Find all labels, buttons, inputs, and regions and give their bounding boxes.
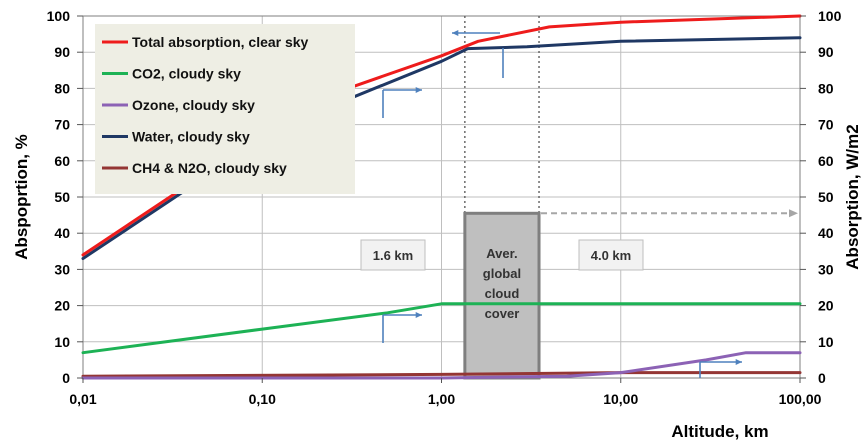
- y2-tick-label: 40: [818, 225, 834, 241]
- guide-arrow-head: [415, 311, 422, 319]
- y2-tick-label: 20: [818, 298, 834, 314]
- x-axis-label: Altitude, km: [671, 422, 768, 441]
- y-tick-label: 70: [54, 117, 70, 133]
- altitude-label-box: [360, 239, 426, 271]
- x-tick-label: 10,00: [603, 391, 638, 407]
- altitude-label-right: 4.0 km: [591, 248, 631, 263]
- cloud-cover-box: [463, 211, 541, 380]
- y2-tick-label: 80: [818, 80, 834, 96]
- y-axis-label: Abspoprtion, %: [12, 134, 31, 260]
- legend-entry: Ozone, cloudy sky: [132, 97, 255, 113]
- x-tick-label: 1,00: [428, 391, 455, 407]
- y2-tick-label: 100: [818, 8, 842, 24]
- altitude-label-left: 1.6 km: [373, 248, 413, 263]
- y2-tick-label: 10: [818, 334, 834, 350]
- cloud-cover-band: 1.6 km 4.0 km Aver. global cloud cover: [360, 16, 798, 380]
- guide-arrow-head: [415, 86, 422, 94]
- y2-tick-label: 70: [818, 117, 834, 133]
- x-tick-label: 100,00: [779, 391, 822, 407]
- series-line: [81, 302, 802, 355]
- y-tick-label: 80: [54, 80, 70, 96]
- chart-legend: Total absorption, clear sky CO2, cloudy s…: [95, 24, 355, 194]
- chart-ticks: 0 0 10 10 20 20 30 30 40 40 50 50 60 60 70 70 80 80 90 90 10…: [47, 8, 842, 407]
- y-tick-label: 0: [62, 370, 70, 386]
- legend-entry: Water, cloudy sky: [132, 129, 250, 145]
- y2-tick-label: 30: [818, 261, 834, 277]
- series-line: [81, 371, 802, 378]
- y-tick-label: 40: [54, 225, 70, 241]
- dashed-arrow-head: [789, 209, 798, 218]
- cloud-box-text: global: [483, 266, 521, 281]
- altitude-label-box: [578, 239, 644, 271]
- chart-arrows: [382, 29, 742, 378]
- y-tick-label: 50: [54, 189, 70, 205]
- y2-axis-label: Absorption, W/m2: [843, 124, 862, 269]
- guide-arrow-head: [452, 29, 459, 37]
- chart-axis-labels: Abspoprtion, % Absorption, W/m2 Altitude…: [12, 124, 862, 441]
- cloud-box-text: cover: [485, 306, 520, 321]
- cloud-box-text: cloud: [485, 286, 520, 301]
- y2-tick-label: 60: [818, 153, 834, 169]
- guide-arrow-head: [735, 358, 742, 366]
- y-tick-label: 60: [54, 153, 70, 169]
- y-tick-label: 90: [54, 44, 70, 60]
- y-tick-label: 30: [54, 261, 70, 277]
- legend-entry: Total absorption, clear sky: [132, 34, 309, 50]
- legend-box: [95, 24, 355, 194]
- legend-entry: CH4 & N2O, cloudy sky: [132, 160, 287, 176]
- y2-tick-label: 90: [818, 44, 834, 60]
- y-tick-label: 20: [54, 298, 70, 314]
- x-tick-label: 0,01: [69, 391, 96, 407]
- legend-entry: CO2, cloudy sky: [132, 66, 241, 82]
- x-tick-label: 0,10: [249, 391, 276, 407]
- cloud-box-text: Aver.: [486, 246, 517, 261]
- y-tick-label: 100: [47, 8, 71, 24]
- y2-tick-label: 50: [818, 189, 834, 205]
- y2-tick-label: 0: [818, 370, 826, 386]
- y-tick-label: 10: [54, 334, 70, 350]
